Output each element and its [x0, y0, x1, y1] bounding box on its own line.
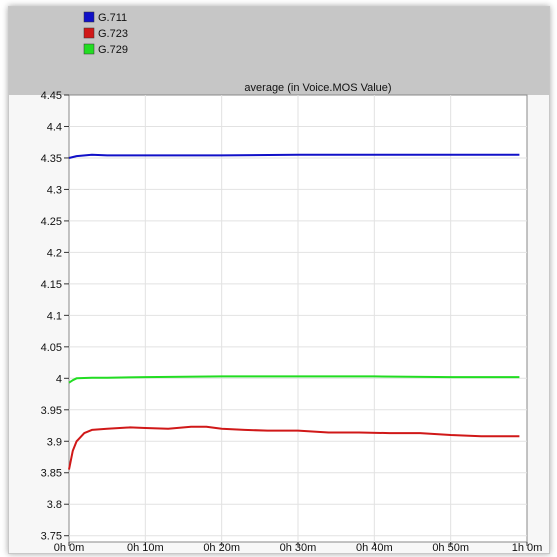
x-axis-ticks: 0h 0m 0h 10m 0h 20m 0h 30m 0h 40m 0h 50m 1h 0m — [54, 542, 543, 553]
y-axis-ticks: 3.75 3.8 3.85 3.9 3.95 4 4.05 4.1 4.15 4.2 4.25 4.3… — [41, 90, 69, 543]
y-tick-label: 3.8 — [47, 499, 62, 511]
y-tick-label: 4.2 — [47, 247, 62, 259]
series-line-g723 — [68, 425, 520, 470]
x-tick-label: 0h 10m — [127, 542, 164, 553]
y-tick-label: 4.3 — [47, 184, 62, 196]
legend-label: G.729 — [98, 44, 128, 56]
legend: G.711 G.723 G.729 — [83, 11, 128, 56]
y-tick-label: 4.25 — [41, 216, 62, 228]
y-tick-label: 4.1 — [47, 310, 62, 322]
x-tick-label: 0h 20m — [203, 542, 240, 553]
chart-title: average (in Voice.MOS Value) — [244, 82, 391, 94]
legend-swatch — [83, 43, 95, 55]
chart-frame: 3.75 3.8 3.85 3.9 3.95 4 4.05 4.1 4.15 4.2 4.25 4.3… — [8, 6, 550, 554]
y-tick-label: 4.35 — [41, 153, 62, 165]
legend-swatch — [83, 27, 95, 39]
x-tick-label: 0h 0m — [54, 542, 85, 553]
x-tick-label: 1h 0m — [512, 542, 543, 553]
y-tick-label: 4.05 — [41, 342, 62, 354]
y-tick-label: 3.75 — [41, 531, 62, 543]
legend-label: G.723 — [98, 28, 128, 40]
x-tick-label: 0h 30m — [280, 542, 317, 553]
y-tick-label: 4.45 — [41, 90, 62, 102]
x-tick-label: 0h 40m — [356, 542, 393, 553]
x-tick-label: 0h 50m — [432, 542, 469, 553]
legend-swatch — [83, 11, 95, 23]
y-tick-label: 4.15 — [41, 279, 62, 291]
series-lines — [68, 153, 520, 470]
series-line-g711 — [68, 153, 520, 159]
y-tick-label: 3.9 — [47, 436, 62, 448]
legend-label: G.711 — [98, 12, 127, 24]
line-chart: 3.75 3.8 3.85 3.9 3.95 4 4.05 4.1 4.15 4.2 4.25 4.3… — [9, 7, 549, 553]
y-tick-label: 4.4 — [47, 121, 62, 133]
grid-lines — [69, 95, 527, 542]
y-tick-label: 3.95 — [41, 405, 62, 417]
series-line-g729 — [68, 375, 520, 384]
header-band — [9, 7, 549, 95]
y-tick-label: 3.85 — [41, 468, 62, 480]
y-tick-label: 4 — [56, 373, 62, 385]
